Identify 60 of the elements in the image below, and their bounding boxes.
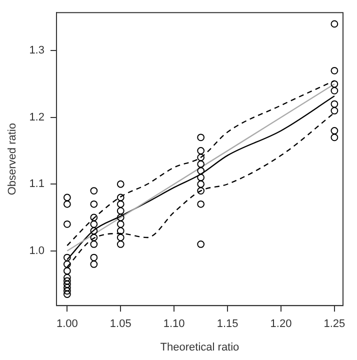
point <box>63 287 71 295</box>
x-tick-label: 1.10 <box>163 318 185 330</box>
point <box>197 160 205 168</box>
point <box>90 200 98 208</box>
point <box>330 127 338 134</box>
point <box>330 134 338 142</box>
point <box>197 167 205 174</box>
x-tick-label: 1.00 <box>56 318 78 330</box>
point <box>90 214 98 222</box>
point <box>330 100 338 108</box>
point <box>330 66 338 74</box>
y-tick-label: 1.1 <box>29 178 44 190</box>
y-tick-label: 1.2 <box>29 111 44 124</box>
point <box>330 86 338 94</box>
point <box>197 180 205 188</box>
point <box>116 207 124 215</box>
point <box>63 254 71 262</box>
point <box>90 220 98 228</box>
point <box>116 200 124 208</box>
point <box>197 187 205 195</box>
point <box>197 154 205 162</box>
point <box>116 234 124 242</box>
point <box>197 200 205 208</box>
x-tick-label: 1.25 <box>324 318 346 330</box>
point <box>116 180 124 188</box>
x-axis-title: Theoretical ratio <box>160 341 240 354</box>
point <box>116 214 124 222</box>
point <box>63 260 71 268</box>
point <box>116 240 124 248</box>
point <box>63 284 71 292</box>
point <box>90 234 98 242</box>
point <box>63 267 71 275</box>
point <box>90 260 98 268</box>
y-axis-title: Observed ratio <box>6 123 19 196</box>
point <box>197 240 205 248</box>
point <box>330 20 338 28</box>
point <box>197 134 205 142</box>
point <box>63 280 71 288</box>
point <box>116 220 124 228</box>
y-tick-label: 1.0 <box>29 244 44 257</box>
x-tick-label: 1.15 <box>216 318 238 330</box>
point <box>330 107 338 114</box>
point <box>63 194 71 202</box>
y-tick-label: 1.3 <box>29 44 44 57</box>
point <box>90 240 98 248</box>
point <box>63 220 71 228</box>
point <box>63 200 71 208</box>
point <box>63 274 71 282</box>
point <box>330 80 338 88</box>
x-tick-label: 1.05 <box>110 318 132 330</box>
point <box>63 277 71 285</box>
point <box>90 227 98 235</box>
point <box>197 174 205 182</box>
point <box>90 254 98 262</box>
point <box>63 290 71 298</box>
point <box>116 194 124 202</box>
point <box>90 187 98 195</box>
point <box>116 227 124 235</box>
x-tick-label: 1.20 <box>270 318 292 330</box>
point <box>197 147 205 154</box>
